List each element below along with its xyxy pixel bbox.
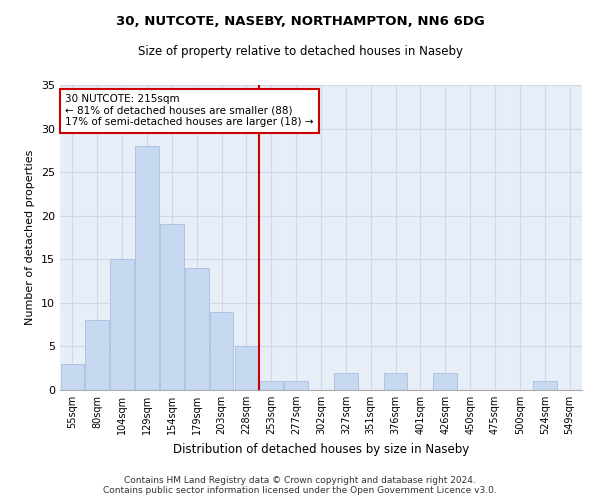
Text: 30 NUTCOTE: 215sqm
← 81% of detached houses are smaller (88)
17% of semi-detache: 30 NUTCOTE: 215sqm ← 81% of detached hou… — [65, 94, 314, 128]
Text: Size of property relative to detached houses in Naseby: Size of property relative to detached ho… — [137, 45, 463, 58]
Bar — [185, 268, 209, 390]
Bar — [235, 346, 258, 390]
Y-axis label: Number of detached properties: Number of detached properties — [25, 150, 35, 325]
Bar — [533, 382, 557, 390]
Bar — [284, 382, 308, 390]
Bar — [210, 312, 233, 390]
Bar — [110, 260, 134, 390]
Bar — [259, 382, 283, 390]
Bar — [433, 372, 457, 390]
Bar — [85, 320, 109, 390]
Bar — [61, 364, 84, 390]
Bar — [384, 372, 407, 390]
Text: Contains HM Land Registry data © Crown copyright and database right 2024.
Contai: Contains HM Land Registry data © Crown c… — [103, 476, 497, 495]
X-axis label: Distribution of detached houses by size in Naseby: Distribution of detached houses by size … — [173, 442, 469, 456]
Bar — [160, 224, 184, 390]
Text: 30, NUTCOTE, NASEBY, NORTHAMPTON, NN6 6DG: 30, NUTCOTE, NASEBY, NORTHAMPTON, NN6 6D… — [116, 15, 484, 28]
Bar — [334, 372, 358, 390]
Bar — [135, 146, 159, 390]
